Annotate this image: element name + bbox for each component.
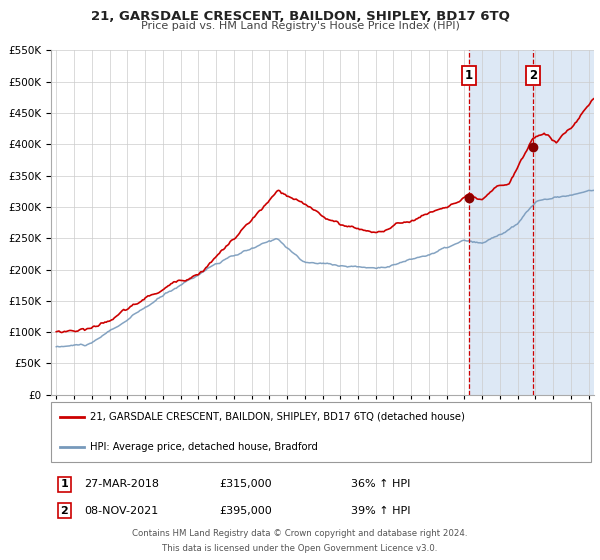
Text: Contains HM Land Registry data © Crown copyright and database right 2024.: Contains HM Land Registry data © Crown c… <box>132 529 468 538</box>
Text: 21, GARSDALE CRESCENT, BAILDON, SHIPLEY, BD17 6TQ: 21, GARSDALE CRESCENT, BAILDON, SHIPLEY,… <box>91 10 509 22</box>
Text: 2: 2 <box>61 506 68 516</box>
Text: 1: 1 <box>464 69 473 82</box>
Bar <box>469 50 600 395</box>
Text: 36% ↑ HPI: 36% ↑ HPI <box>351 479 410 489</box>
Text: HPI: Average price, detached house, Bradford: HPI: Average price, detached house, Brad… <box>90 442 318 452</box>
Text: £395,000: £395,000 <box>219 506 272 516</box>
Text: 2: 2 <box>529 69 537 82</box>
Text: 27-MAR-2018: 27-MAR-2018 <box>84 479 159 489</box>
Text: £315,000: £315,000 <box>219 479 272 489</box>
Text: This data is licensed under the Open Government Licence v3.0.: This data is licensed under the Open Gov… <box>163 544 437 553</box>
Text: Price paid vs. HM Land Registry's House Price Index (HPI): Price paid vs. HM Land Registry's House … <box>140 21 460 31</box>
Text: 21, GARSDALE CRESCENT, BAILDON, SHIPLEY, BD17 6TQ (detached house): 21, GARSDALE CRESCENT, BAILDON, SHIPLEY,… <box>90 412 465 422</box>
Text: 39% ↑ HPI: 39% ↑ HPI <box>351 506 410 516</box>
Text: 1: 1 <box>61 479 68 489</box>
Text: 08-NOV-2021: 08-NOV-2021 <box>84 506 158 516</box>
